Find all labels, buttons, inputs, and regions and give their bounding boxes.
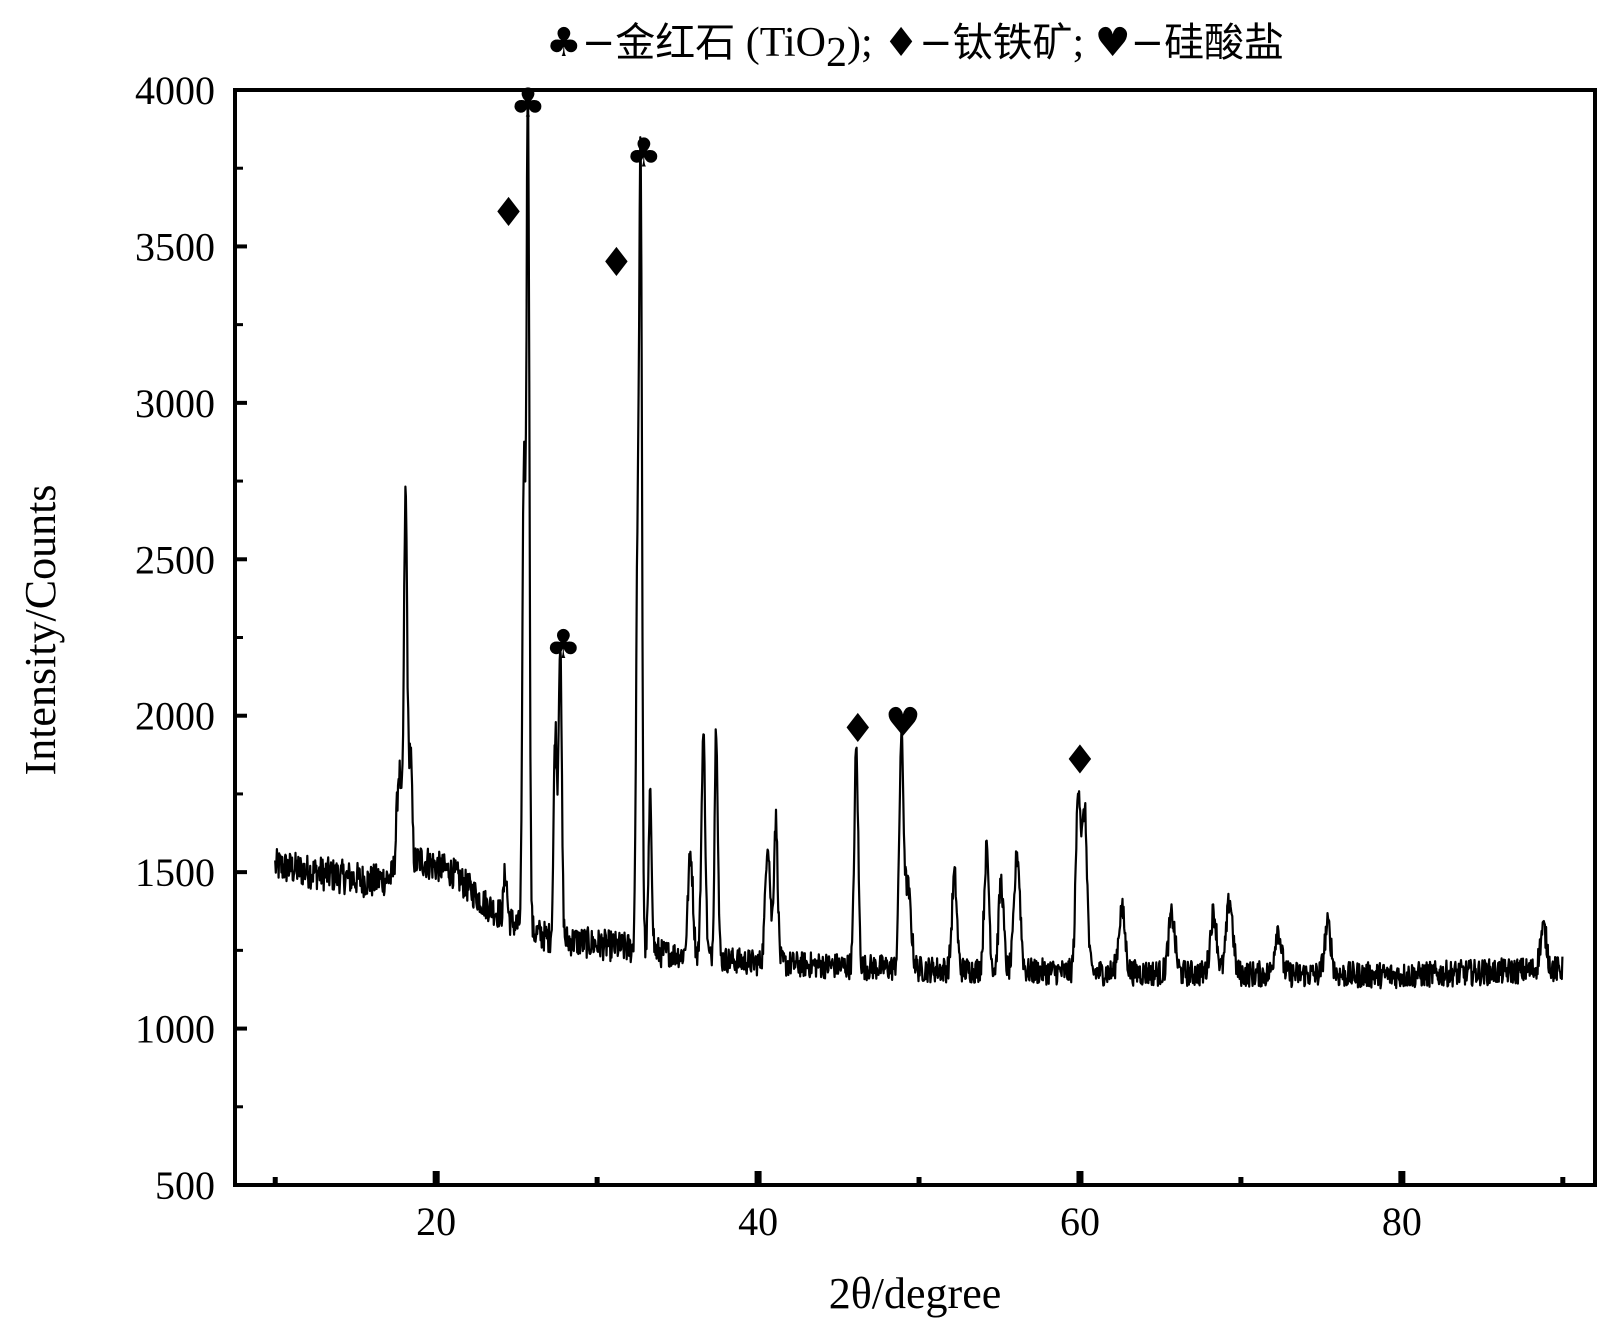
x-tick-label: 20 xyxy=(416,1199,456,1244)
y-tick-label: 1500 xyxy=(135,850,215,895)
x-axis-title: 2θ/degree xyxy=(829,1269,1002,1318)
legend-formula: ) xyxy=(847,20,861,66)
legend-dash: − xyxy=(1131,20,1165,66)
y-tick-label: 3500 xyxy=(135,224,215,269)
y-tick-label: 2500 xyxy=(135,537,215,582)
legend-separator: ; xyxy=(1073,20,1095,66)
y-axis-title: Intensity/Counts xyxy=(16,485,65,776)
peak-marker: ♦ xyxy=(599,240,635,286)
peak-marker: ♣ xyxy=(545,622,581,668)
x-tick-label: 40 xyxy=(738,1199,778,1244)
y-tick-label: 500 xyxy=(155,1163,215,1208)
legend-label: 硅酸盐 xyxy=(1164,20,1284,66)
y-tick-label: 4000 xyxy=(135,68,215,113)
legend-label: 钛铁矿 xyxy=(953,20,1073,66)
legend-separator: ; xyxy=(861,20,883,66)
legend-dash: − xyxy=(582,20,616,66)
peak-marker: ♦ xyxy=(840,706,876,752)
legend-symbol: ♣ xyxy=(546,20,582,66)
xrd-pattern-line xyxy=(274,98,1564,990)
legend-label: 金红石 xyxy=(615,20,735,66)
legend-formula-subscript: 2 xyxy=(826,30,847,76)
y-tick-label: 2000 xyxy=(135,694,215,739)
x-tick-label: 60 xyxy=(1060,1199,1100,1244)
y-tick-label: 1000 xyxy=(135,1007,215,1052)
chart-legend: ♣−金红石 (TiO2); ♦−钛铁矿; ♥−硅酸盐 xyxy=(546,20,1284,76)
peak-marker: ♦ xyxy=(1062,738,1098,784)
peak-annotations: ♦♣♣♦♣♦ ♥♦ xyxy=(491,81,1098,784)
peak-marker: ♥ xyxy=(885,700,921,746)
peak-marker: ♦ xyxy=(491,190,527,236)
xrd-series xyxy=(274,98,1564,990)
legend-symbol: ♦ xyxy=(883,20,919,66)
peak-marker: ♣ xyxy=(626,131,662,177)
y-tick-label: 3000 xyxy=(135,381,215,426)
legend-symbol: ♥ xyxy=(1095,20,1131,66)
legend-dash: − xyxy=(919,20,953,66)
legend-formula: (TiO xyxy=(735,20,826,66)
axis-ticks: 500 1000 1500 2000 2500 3000 3500 4000 20 40 60 80 xyxy=(135,68,1566,1244)
legend-line: ♣−金红石 (TiO2); ♦−钛铁矿; ♥−硅酸盐 xyxy=(546,20,1284,76)
peak-marker: ♣ xyxy=(510,81,546,127)
plot-area-frame xyxy=(233,88,1597,1187)
x-tick-label: 80 xyxy=(1382,1199,1422,1244)
